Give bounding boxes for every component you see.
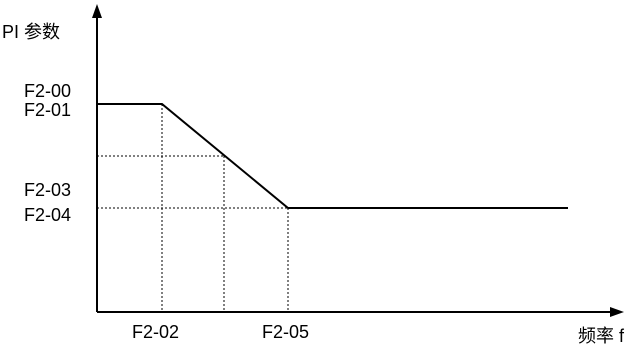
x-axis-label: 频率 f: [578, 326, 625, 346]
y-tick-lower-top: F2-03: [24, 180, 72, 200]
y-axis-label: PI 参数: [2, 22, 61, 42]
pi-curve: [97, 103, 568, 209]
y-axis-arrow: [92, 4, 102, 18]
y-tick-upper-top: F2-00: [24, 81, 72, 101]
x-tick-second: F2-05: [262, 322, 310, 342]
x-tick-first: F2-02: [132, 322, 180, 342]
y-tick-upper-bottom: F2-01: [24, 100, 72, 120]
y-tick-lower-bottom: F2-04: [24, 205, 72, 225]
x-axis-arrow: [610, 307, 624, 317]
